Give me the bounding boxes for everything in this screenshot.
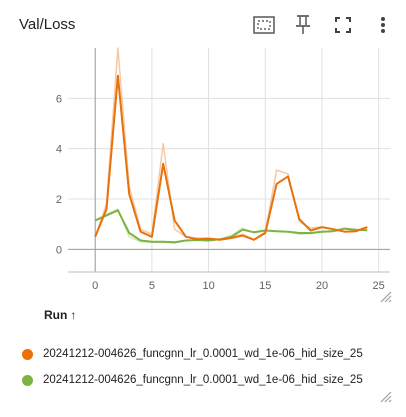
pin-icon — [296, 15, 310, 34]
chart-resize-handle-icon[interactable] — [378, 289, 392, 303]
run-name: 20241212-004626_funcgnn_lr_0.0001_wd_1e-… — [43, 374, 363, 386]
y-tick-label: 0 — [56, 244, 62, 256]
fullscreen-button[interactable] — [330, 12, 356, 38]
pin-button[interactable] — [290, 12, 316, 38]
loss-chart[interactable]: 0 2 4 6 0 5 10 15 20 25 — [0, 0, 406, 300]
series-raw-line — [94, 47, 368, 241]
x-tick-label: 0 — [92, 280, 98, 292]
run-color-swatch[interactable] — [22, 374, 33, 386]
y-tick-label: 6 — [56, 93, 62, 105]
x-tick-label: 10 — [202, 280, 214, 292]
run-color-swatch[interactable] — [22, 348, 33, 360]
legend-run-header[interactable]: Run ↑ — [44, 308, 76, 322]
y-tick-label: 2 — [56, 194, 62, 206]
series-smoothed-line — [94, 209, 368, 244]
legend-header-label: Run — [44, 308, 68, 322]
x-tick-label: 5 — [149, 280, 155, 292]
x-tick-label: 20 — [316, 280, 328, 292]
fit-domain-icon — [253, 16, 275, 34]
card-title: Val/Loss — [19, 16, 76, 33]
x-tick-label: 25 — [373, 280, 385, 292]
legend-run-row[interactable]: 20241212-004626_funcgnn_lr_0.0001_wd_1e-… — [22, 344, 394, 364]
sort-arrow-icon: ↑ — [70, 308, 77, 322]
legend-resize-handle-icon[interactable] — [378, 389, 392, 403]
more-vert-icon — [381, 17, 385, 33]
series-smoothed-line — [94, 74, 368, 241]
x-tick-label: 15 — [259, 280, 271, 292]
y-tick-label: 4 — [56, 144, 62, 156]
card-toolbar — [0, 12, 406, 38]
run-name: 20241212-004626_funcgnn_lr_0.0001_wd_1e-… — [43, 348, 363, 360]
legend-run-row[interactable]: 20241212-004626_funcgnn_lr_0.0001_wd_1e-… — [22, 370, 394, 390]
more-options-button[interactable] — [370, 12, 396, 38]
fullscreen-icon — [335, 17, 351, 33]
fit-domain-button[interactable] — [251, 12, 277, 38]
